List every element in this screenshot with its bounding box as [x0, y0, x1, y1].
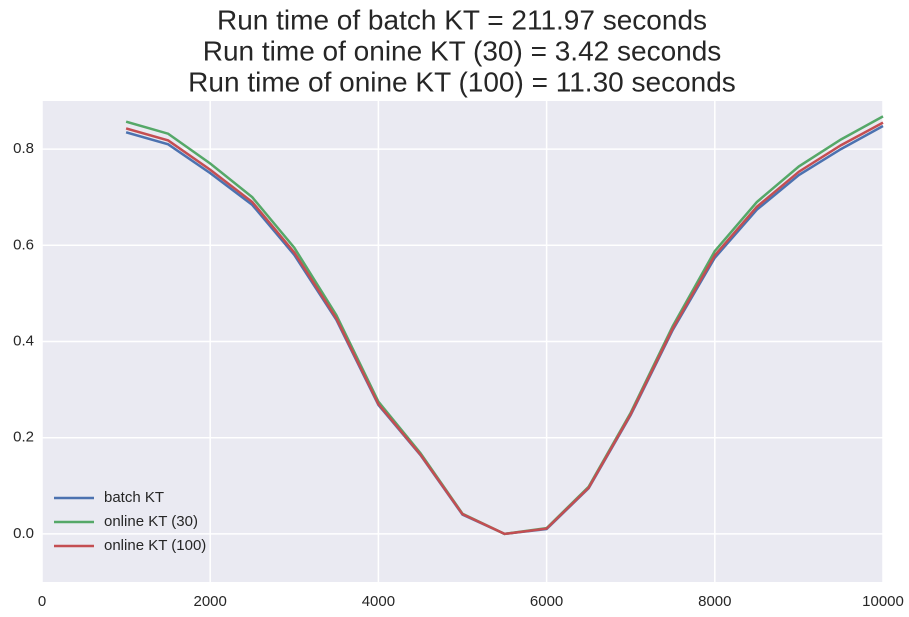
chart-title: Run time of onine KT (100) = 11.30 secon… — [188, 66, 736, 97]
y-tick-label: 0.6 — [13, 236, 34, 253]
y-tick-label: 0.8 — [13, 140, 34, 157]
x-tick-label: 6000 — [530, 593, 563, 610]
x-tick-label: 4000 — [362, 593, 395, 610]
legend-label: batch KT — [104, 489, 164, 506]
x-tick-label: 0 — [38, 593, 46, 610]
legend-label: online KT (100) — [104, 537, 206, 554]
x-tick-label: 8000 — [698, 593, 731, 610]
y-tick-label: 0.2 — [13, 429, 34, 446]
chart-title: Run time of batch KT = 211.97 seconds — [217, 4, 707, 35]
x-tick-label: 10000 — [862, 593, 904, 610]
x-tick-label: 2000 — [194, 593, 227, 610]
y-tick-label: 0.4 — [13, 332, 34, 349]
y-tick-label: 0.0 — [13, 525, 34, 542]
chart-title: Run time of onine KT (30) = 3.42 seconds — [203, 35, 722, 66]
series-line — [125, 121, 884, 536]
legend-label: online KT (30) — [104, 513, 198, 530]
